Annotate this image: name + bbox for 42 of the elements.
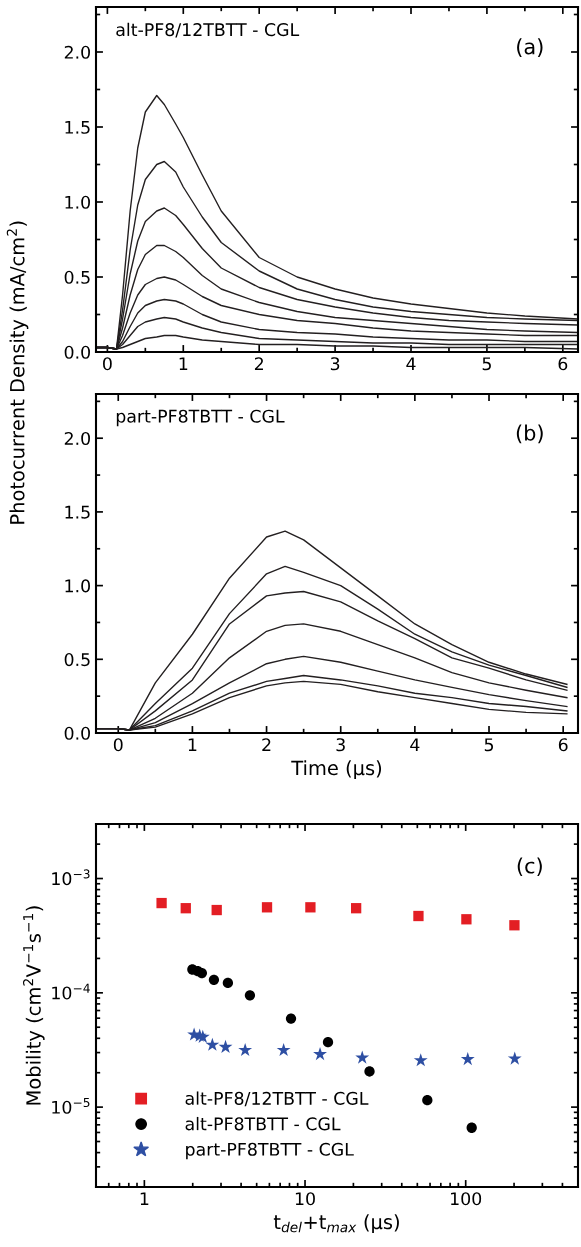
y-tick-label: 10$^{−4}$ [52, 983, 90, 1000]
x-tick-label: 2 [254, 357, 263, 371]
y-tick-label: 1.0 [65, 195, 90, 209]
x-tick-label: 1 [140, 1192, 149, 1206]
y-axis-title: Mobility (cm$^{2}$V$^{−1}$s$^{−1}$) [23, 906, 45, 1105]
y-tick-label: 1.5 [65, 505, 90, 519]
x-axis-title: Time (µs) [291, 760, 382, 780]
y-tick-label: 0.0 [64, 726, 90, 740]
y-tick-label: 10$^{−3}$ [52, 869, 90, 886]
x-tick-label: 0 [103, 357, 112, 371]
annotation: alt-PF8/12TBTT - CGL [116, 22, 300, 38]
x-tick-label: 3 [330, 357, 340, 371]
x-tick-label: 1 [179, 357, 188, 371]
x-tick-label: 0 [113, 738, 123, 752]
x-tick-label: 4 [406, 357, 416, 371]
x-tick-label: 2 [262, 738, 271, 752]
legend-label: alt-PF8/12TBTT - CGL [185, 1091, 369, 1107]
x-tick-label: 1 [188, 738, 197, 752]
x-tick-label: 100 [451, 1192, 482, 1206]
x-tick-label: 6 [558, 357, 568, 371]
y-tick-label: 2.0 [64, 45, 90, 59]
annotation: (b) [516, 424, 543, 444]
x-tick-label: 3 [336, 738, 345, 752]
x-tick-label: 4 [410, 738, 420, 752]
x-tick-label: 10 [295, 1192, 315, 1206]
x-tick-label: 5 [482, 357, 491, 371]
x-axis-title: t$_{del}$+t$_{max}$ (µs) [273, 1214, 399, 1234]
x-tick-label: 5 [484, 738, 494, 752]
y-tick-label: 0.0 [64, 345, 90, 359]
y-tick-label: 0.5 [64, 653, 90, 667]
annotation: part-PF8TBTT - CGL [116, 409, 285, 427]
legend-label: part-PF8TBTT - CGL [186, 1142, 354, 1160]
y-tick-label: 1.5 [65, 120, 90, 134]
y-axis-title: Photocurrent Density (mA/cm$^{2}$) [6, 221, 29, 524]
x-tick-label: 6 [558, 738, 568, 752]
y-tick-label: 10$^{−5}$ [52, 1098, 90, 1114]
y-tick-label: 0.5 [64, 270, 90, 284]
y-tick-label: 2.0 [64, 431, 90, 446]
y-tick-label: 1.0 [65, 579, 90, 593]
legend-label: alt-PF8TBTT - CGL [185, 1116, 341, 1131]
annotation: (c) [517, 857, 542, 877]
annotation: (a) [517, 38, 543, 57]
